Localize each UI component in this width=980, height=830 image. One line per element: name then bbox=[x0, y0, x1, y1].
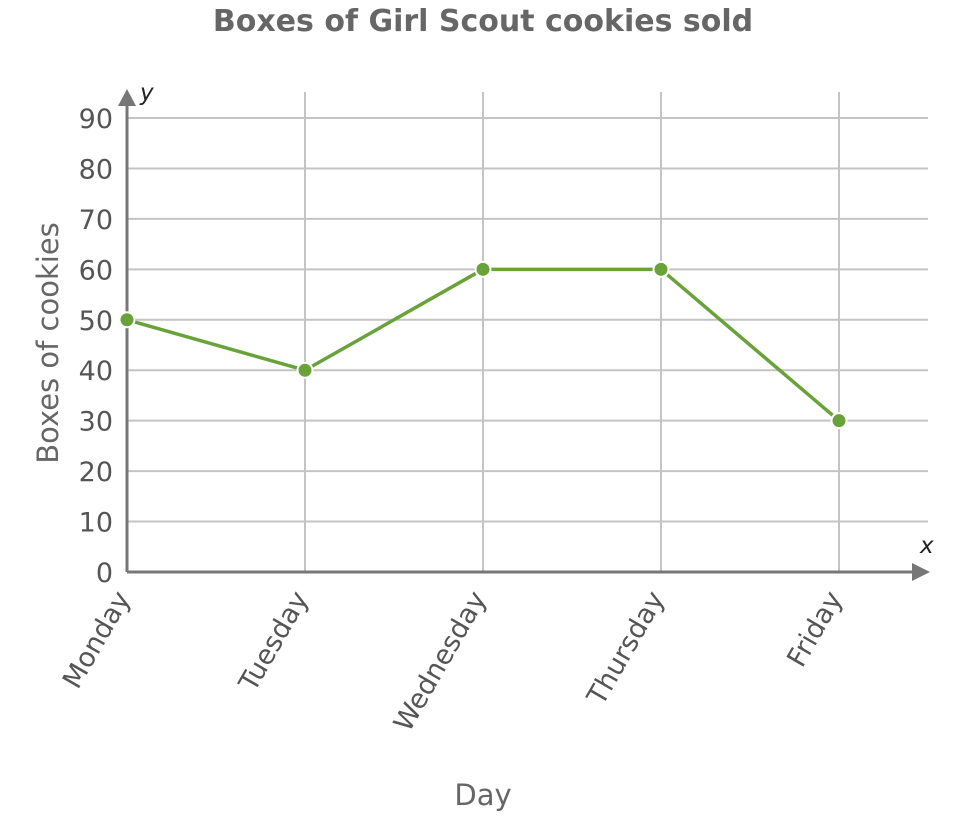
grid bbox=[127, 92, 928, 572]
data-point bbox=[296, 361, 314, 379]
y-tick-label: 70 bbox=[79, 205, 113, 236]
y-tick-label: 0 bbox=[96, 558, 113, 589]
x-tick-label: Thursday bbox=[581, 586, 671, 711]
y-axis-arrow bbox=[118, 89, 136, 106]
y-tick-labels: 0 10 20 30 40 50 60 70 80 90 bbox=[79, 104, 113, 589]
data-point bbox=[652, 260, 670, 278]
axes bbox=[118, 89, 930, 581]
x-tick-labels: Monday Tuesday Wednesday Thursday Friday bbox=[57, 586, 849, 737]
data-point bbox=[474, 260, 492, 278]
chart-title: Boxes of Girl Scout cookies sold bbox=[213, 4, 753, 39]
data-point bbox=[118, 311, 136, 329]
y-tick-label: 40 bbox=[79, 356, 113, 387]
y-tick-label: 50 bbox=[79, 306, 113, 337]
y-axis-label: Boxes of cookies bbox=[31, 222, 65, 464]
x-axis-arrow bbox=[912, 563, 930, 581]
y-tick-label: 10 bbox=[79, 508, 113, 539]
x-tick-label: Wednesday bbox=[388, 586, 493, 737]
x-axis-label: Day bbox=[454, 778, 511, 812]
y-tick-label: 60 bbox=[79, 255, 113, 286]
x-tick-label: Friday bbox=[781, 586, 849, 672]
x-axis-letter: x bbox=[919, 533, 934, 559]
y-tick-label: 90 bbox=[79, 104, 113, 135]
y-tick-label: 20 bbox=[79, 457, 113, 488]
data-point bbox=[830, 412, 848, 430]
series bbox=[118, 260, 848, 430]
x-tick-label: Monday bbox=[57, 586, 137, 694]
y-tick-label: 80 bbox=[79, 154, 113, 185]
y-axis-letter: y bbox=[139, 80, 154, 106]
x-tick-label: Tuesday bbox=[233, 586, 315, 698]
y-tick-label: 30 bbox=[79, 407, 113, 438]
